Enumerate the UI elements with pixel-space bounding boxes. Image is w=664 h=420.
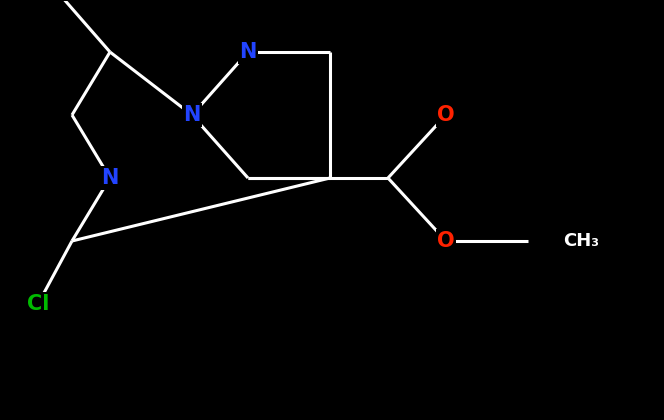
Text: CH₃: CH₃ — [563, 232, 599, 250]
Text: O: O — [437, 105, 455, 125]
Text: N: N — [102, 168, 119, 188]
Text: N: N — [239, 42, 257, 62]
Text: Cl: Cl — [27, 294, 49, 314]
Text: O: O — [437, 231, 455, 251]
Text: N: N — [183, 105, 201, 125]
